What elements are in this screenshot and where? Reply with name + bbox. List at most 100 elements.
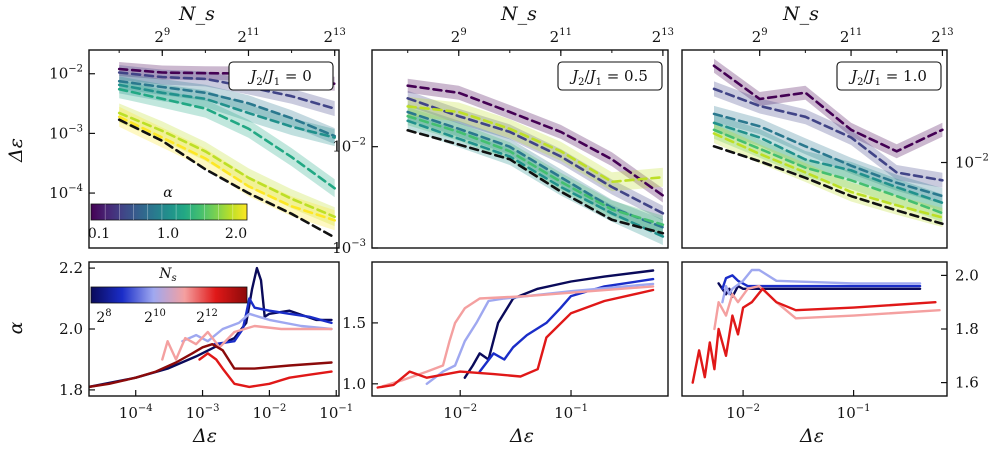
bottom-axis-labels: Δε Δε Δε bbox=[192, 425, 824, 447]
panel-top-left: 29 211 213 10−2 10−3 10−4 J2/J1 = 0 bbox=[49, 27, 346, 249]
band-top-right-3 bbox=[714, 114, 943, 212]
alpha-colorbar-bar bbox=[90, 203, 248, 221]
frame-top-right bbox=[681, 49, 948, 249]
band-top-left-6 bbox=[119, 106, 335, 231]
series-line-top-middle-6 bbox=[406, 129, 665, 235]
top-left-ns-label: N_s bbox=[178, 3, 215, 25]
series-line-top-left-4 bbox=[117, 87, 336, 190]
ytick-label-top-left-1: 10−3 bbox=[49, 123, 83, 142]
series-line-top-right-5 bbox=[712, 132, 944, 219]
alpha-tick-2: 2.0 bbox=[225, 226, 247, 242]
ytick-label-bottom-right-1: 1.8 bbox=[955, 320, 979, 338]
ytick-label-top-middle-1: 10−3 bbox=[332, 238, 366, 257]
xtick-label-bottom-right-1: 10−1 bbox=[837, 403, 871, 422]
series-line-top-right-6 bbox=[712, 145, 944, 226]
series-line-bottom-left-0 bbox=[89, 266, 333, 389]
plot-area-bottom-middle bbox=[376, 269, 655, 389]
panel-bottom-middle: 10−2 10−1 1.0 1.5 bbox=[342, 261, 669, 422]
series-line-top-left-6 bbox=[117, 115, 336, 222]
alpha-colorbar-label: α bbox=[163, 185, 173, 201]
top-middle-ns-label: N_s bbox=[500, 3, 537, 25]
annotation-box-top-left bbox=[228, 61, 334, 91]
plot-area-top-middle bbox=[406, 78, 665, 245]
series-line-top-right-2 bbox=[712, 112, 944, 198]
xtick-label-bottom-left-0: 10−4 bbox=[119, 403, 153, 422]
band-top-middle-1 bbox=[407, 90, 663, 221]
series-line-bottom-right-1 bbox=[721, 274, 922, 290]
top-ylabel: Δε bbox=[5, 138, 27, 163]
xtick-label-top-left-1: 211 bbox=[237, 27, 259, 46]
ns-tick-2: 212 bbox=[196, 308, 218, 326]
ytick-label-bottom-right-2: 1.6 bbox=[955, 374, 979, 392]
series-line-bottom-left-1 bbox=[213, 297, 333, 346]
top-right-ns-label: N_s bbox=[782, 3, 819, 25]
series-line-bottom-middle-0 bbox=[463, 269, 655, 379]
alpha-tick-1: 1.0 bbox=[157, 226, 179, 242]
band-top-right-4 bbox=[714, 120, 943, 223]
ns-tick-0: 28 bbox=[96, 308, 111, 326]
xtick-label-top-right-1: 211 bbox=[840, 27, 862, 46]
series-line-bottom-left-3 bbox=[161, 324, 333, 361]
plot-area-bottom-right bbox=[691, 268, 941, 384]
panels: 29 211 213 10−2 10−3 10−4 J2/J1 = 0 29 211 213 10−… bbox=[49, 27, 989, 422]
bottom-middle-xlabel: Δε bbox=[509, 425, 534, 447]
frame-top-middle bbox=[371, 49, 669, 249]
series-line-top-middle-1 bbox=[406, 97, 665, 215]
series-line-top-right-4 bbox=[712, 128, 944, 215]
alpha-colorbar: α 0.1 1.0 2.0 bbox=[88, 185, 248, 242]
xtick-label-bottom-left-1: 10−3 bbox=[186, 403, 220, 422]
bottom-ylabel: α bbox=[5, 321, 27, 334]
xtick-label-top-middle-1: 211 bbox=[550, 27, 572, 46]
series-line-top-left-1 bbox=[117, 71, 336, 110]
panel-top-middle: 29 211 213 10−2 10−3 J2/J1 = 0.5 bbox=[332, 27, 674, 257]
xtick-label-bottom-middle-0: 10−2 bbox=[443, 403, 477, 422]
xtick-label-top-left-2: 213 bbox=[324, 27, 346, 46]
xtick-label-bottom-middle-1: 10−1 bbox=[554, 403, 588, 422]
series-line-top-middle-5 bbox=[406, 105, 665, 184]
plot-area-top-right bbox=[712, 58, 944, 227]
series-line-bottom-middle-3 bbox=[381, 285, 655, 388]
ytick-label-top-middle-0: 10−2 bbox=[332, 137, 366, 156]
ytick-label-bottom-left-0: 1.8 bbox=[59, 381, 83, 399]
frame-top-left bbox=[88, 49, 340, 249]
band-top-left-4 bbox=[119, 80, 335, 198]
xtick-label-bottom-left-2: 10−2 bbox=[252, 403, 286, 422]
plot-area-top-left bbox=[117, 62, 336, 239]
annotation-box-top-right bbox=[836, 61, 942, 91]
series-line-top-right-0 bbox=[712, 64, 944, 153]
series-line-top-right-3 bbox=[712, 121, 944, 205]
top-axis-labels: N_s N_s N_s bbox=[178, 3, 819, 25]
band-top-middle-0 bbox=[407, 78, 663, 203]
ytick-label-bottom-left-1: 2.0 bbox=[59, 320, 83, 338]
ytick-label-top-right-0: 10−2 bbox=[955, 153, 989, 172]
xtick-label-top-left-0: 29 bbox=[154, 27, 170, 46]
xtick-label-top-middle-2: 213 bbox=[652, 27, 674, 46]
ns-tick-1: 210 bbox=[144, 308, 166, 326]
plot-area-bottom-left bbox=[89, 266, 333, 389]
series-line-bottom-right-2 bbox=[721, 268, 922, 304]
frame-bottom-middle bbox=[371, 261, 669, 397]
ns-colorbar: Ns 28 210 212 bbox=[90, 266, 248, 326]
band-top-right-0 bbox=[714, 58, 943, 159]
bottom-right-xlabel: Δε bbox=[799, 425, 824, 447]
panel-top-right: 29 211 213 10−2 J2/J1 = 1.0 bbox=[681, 27, 989, 249]
xtick-label-bottom-left-3: 10−1 bbox=[319, 403, 353, 422]
series-line-top-left-2 bbox=[117, 79, 336, 138]
ytick-label-bottom-left-2: 2.2 bbox=[59, 259, 83, 277]
ytick-label-bottom-middle-0: 1.0 bbox=[342, 375, 366, 393]
xtick-label-top-right-0: 29 bbox=[752, 27, 768, 46]
annotation-top-middle: J2/J1 = 0.5 bbox=[569, 67, 648, 88]
panel-bottom-right: 10−2 10−1 2.0 1.8 1.6 bbox=[681, 261, 979, 422]
alpha-tick-0: 0.1 bbox=[88, 226, 110, 242]
ytick-label-top-left-0: 10−2 bbox=[49, 64, 83, 83]
series-line-bottom-right-3 bbox=[713, 284, 941, 331]
series-line-top-middle-3 bbox=[406, 119, 665, 238]
bottom-left-xlabel: Δε bbox=[192, 425, 217, 447]
series-line-top-left-5 bbox=[117, 111, 336, 219]
series-line-bottom-right-4 bbox=[691, 287, 937, 384]
series-line-bottom-middle-4 bbox=[376, 288, 655, 389]
band-top-left-2 bbox=[119, 73, 335, 145]
ns-colorbar-bar bbox=[90, 286, 248, 304]
series-line-top-middle-4 bbox=[406, 114, 665, 226]
